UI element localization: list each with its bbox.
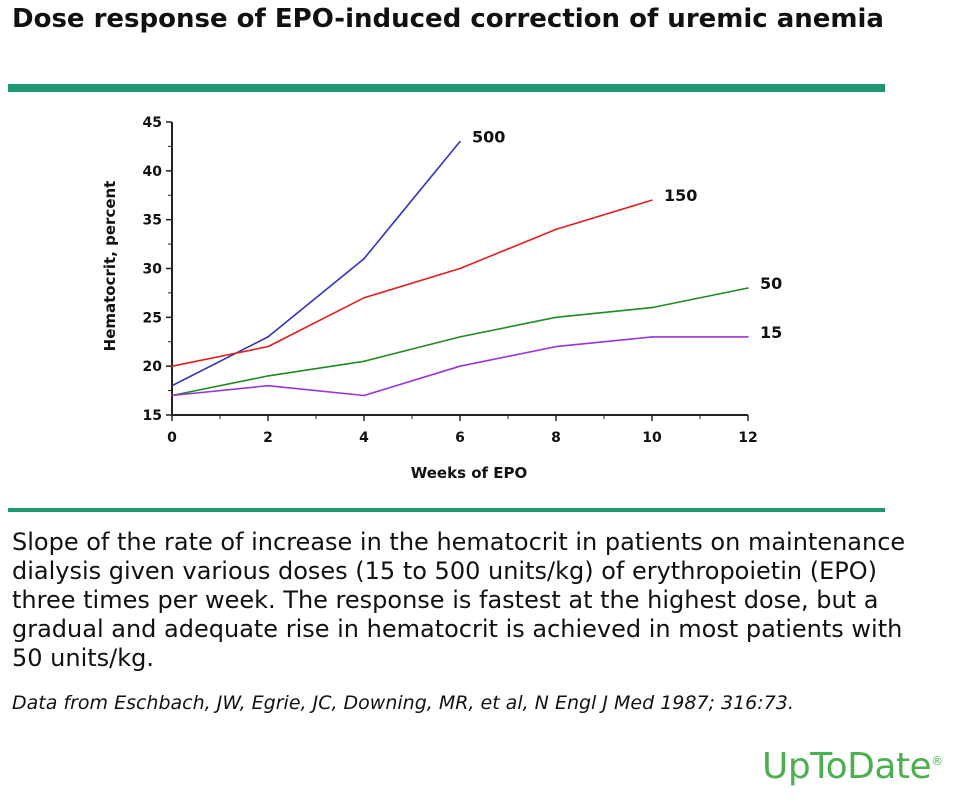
- dose-response-chart: 15 20 25 30 35 40 45 0 2 4 6 8 10 12 500 150 50 15 Hemat…: [101, 115, 782, 482]
- x-tick-label: 2: [263, 430, 273, 446]
- data-point-50: [459, 336, 461, 338]
- series-label-500: 500: [472, 128, 505, 147]
- x-tick-label: 12: [738, 430, 757, 446]
- data-point-15: [459, 365, 461, 367]
- data-point-150: [459, 267, 461, 270]
- data-point-15: [555, 345, 557, 348]
- caption-divider: [8, 508, 885, 512]
- x-tick-label: 0: [167, 430, 177, 446]
- brand-name: UpToDate: [762, 746, 932, 787]
- data-point-15: [267, 384, 269, 387]
- data-point-150: [267, 345, 269, 348]
- data-point-500: [459, 140, 461, 143]
- data-point-50: [555, 316, 557, 319]
- data-point-500: [267, 336, 269, 338]
- y-tick-label: 20: [143, 359, 163, 375]
- header-divider: [8, 84, 885, 92]
- figure-caption: Slope of the rate of increase in the hem…: [12, 528, 906, 672]
- y-tick-label: 45: [143, 115, 162, 131]
- series-line-500: [171, 140, 461, 387]
- x-tick-label: 6: [455, 430, 465, 446]
- data-point-150: [651, 199, 653, 201]
- y-tick-label: 35: [143, 213, 162, 229]
- page-title: Dose response of EPO-induced correction …: [12, 4, 884, 34]
- data-point-15: [171, 394, 173, 397]
- data-point-50: [747, 287, 749, 289]
- series-label-15: 15: [760, 323, 782, 342]
- series-label-150: 150: [664, 186, 697, 205]
- registered-mark: ®: [931, 754, 943, 768]
- data-point-500: [363, 257, 365, 260]
- y-axis-label: Hematocrit, percent: [101, 181, 119, 352]
- x-tick-label: 10: [642, 430, 662, 446]
- y-tick-label: 25: [143, 310, 162, 326]
- data-point-150: [171, 365, 173, 367]
- data-point-15: [747, 336, 749, 338]
- series-line-150: [171, 199, 653, 367]
- data-point-150: [363, 297, 365, 299]
- data-point-50: [267, 375, 269, 377]
- y-tick-label: 15: [143, 408, 162, 424]
- figure-citation: Data from Eschbach, JW, Egrie, JC, Downi…: [12, 692, 794, 714]
- x-tick-label: 8: [551, 430, 561, 446]
- y-tick-label: 30: [143, 262, 163, 278]
- x-axis-label: Weeks of EPO: [411, 464, 528, 482]
- data-point-50: [651, 306, 653, 309]
- data-point-500: [171, 384, 173, 387]
- data-point-15: [363, 394, 365, 397]
- data-point-50: [363, 360, 365, 363]
- y-tick-label: 40: [143, 164, 163, 180]
- chart-axes: 15 20 25 30 35 40 45 0 2 4 6 8 10 12: [143, 115, 758, 446]
- x-tick-label: 4: [359, 430, 369, 446]
- chart-series: 500 150 50 15: [171, 128, 782, 397]
- data-point-150: [555, 228, 557, 231]
- series-label-50: 50: [760, 274, 782, 293]
- data-point-15: [651, 336, 653, 338]
- uptodate-logo: UpToDate®: [762, 746, 943, 787]
